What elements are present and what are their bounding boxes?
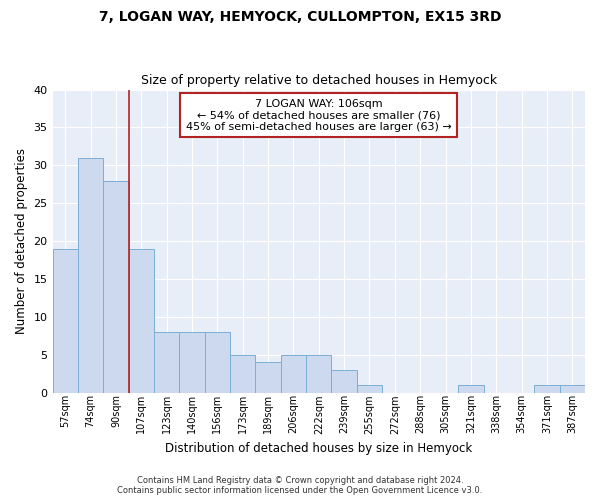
Bar <box>128 248 154 393</box>
Text: 7, LOGAN WAY, HEMYOCK, CULLOMPTON, EX15 3RD: 7, LOGAN WAY, HEMYOCK, CULLOMPTON, EX15 … <box>99 10 501 24</box>
Y-axis label: Number of detached properties: Number of detached properties <box>15 148 28 334</box>
Title: Size of property relative to detached houses in Hemyock: Size of property relative to detached ho… <box>141 74 497 87</box>
Bar <box>560 385 585 393</box>
Bar <box>306 355 331 393</box>
Bar <box>534 385 560 393</box>
Bar <box>78 158 103 393</box>
Bar <box>458 385 484 393</box>
Bar <box>331 370 357 393</box>
Bar <box>205 332 230 393</box>
Bar <box>103 180 128 393</box>
Bar <box>53 248 78 393</box>
Bar <box>256 362 281 393</box>
Bar <box>281 355 306 393</box>
Bar <box>154 332 179 393</box>
Bar <box>357 385 382 393</box>
Bar <box>179 332 205 393</box>
X-axis label: Distribution of detached houses by size in Hemyock: Distribution of detached houses by size … <box>165 442 472 455</box>
Text: 7 LOGAN WAY: 106sqm
← 54% of detached houses are smaller (76)
45% of semi-detach: 7 LOGAN WAY: 106sqm ← 54% of detached ho… <box>186 98 452 132</box>
Bar <box>230 355 256 393</box>
Text: Contains HM Land Registry data © Crown copyright and database right 2024.
Contai: Contains HM Land Registry data © Crown c… <box>118 476 482 495</box>
